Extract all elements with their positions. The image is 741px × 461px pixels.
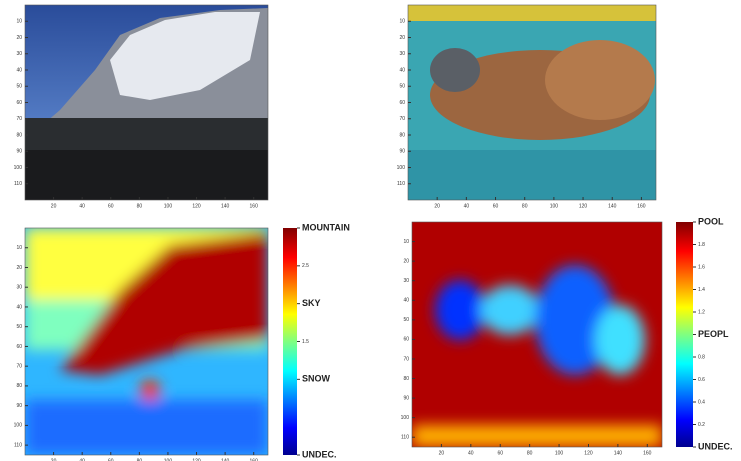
y-tick-label: 20 <box>399 35 405 41</box>
x-tick-label: 100 <box>550 203 559 209</box>
y-tick-label: 80 <box>16 383 22 389</box>
colorbar-label: 0.6 <box>698 377 705 383</box>
y-tick-label: 100 <box>14 165 23 171</box>
mountain-photo <box>25 5 268 200</box>
y-tick-label: 40 <box>16 304 22 310</box>
y-tick-label: 10 <box>399 19 405 25</box>
y-tick-label: 100 <box>397 165 406 171</box>
x-tick-label: 100 <box>555 450 564 456</box>
x-tick-label: 60 <box>108 203 114 209</box>
colorbar-label: MOUNTAIN <box>302 222 350 232</box>
x-tick-label: 100 <box>164 203 173 209</box>
colorbar-label: 0.8 <box>698 354 705 360</box>
colorbar-label: UNDEC. <box>698 441 733 451</box>
y-tick-label: 20 <box>16 35 22 41</box>
swimmer-photo <box>408 5 656 200</box>
y-tick-label: 50 <box>399 84 405 90</box>
colorbar-label: SKY <box>302 298 321 308</box>
y-tick-label: 50 <box>16 84 22 90</box>
colorbar-label: 0.2 <box>698 422 705 428</box>
y-tick-label: 10 <box>16 245 22 251</box>
x-tick-label: 80 <box>137 203 143 209</box>
y-tick-label: 10 <box>16 19 22 25</box>
y-tick-label: 80 <box>16 132 22 138</box>
y-tick-label: 90 <box>16 149 22 155</box>
y-tick-label: 90 <box>403 395 409 401</box>
y-tick-label: 40 <box>403 298 409 304</box>
y-tick-label: 30 <box>399 51 405 57</box>
y-tick-label: 60 <box>399 100 405 106</box>
x-tick-label: 20 <box>51 203 57 209</box>
x-tick-label: 120 <box>579 203 588 209</box>
colorbar <box>283 228 297 455</box>
y-tick-label: 10 <box>403 239 409 245</box>
x-tick-label: 80 <box>522 203 528 209</box>
x-tick-label: 60 <box>493 203 499 209</box>
colorbar-label: 1.2 <box>698 309 705 315</box>
colorbar-label: UNDEC. <box>302 449 337 459</box>
x-tick-label: 40 <box>464 203 470 209</box>
y-tick-label: 60 <box>403 337 409 343</box>
y-tick-label: 20 <box>403 258 409 264</box>
x-tick-label: 160 <box>250 203 259 209</box>
y-tick-label: 100 <box>401 415 410 421</box>
y-tick-label: 80 <box>399 132 405 138</box>
colorbar-label: 1.5 <box>302 339 309 345</box>
colorbar-label: POOL <box>698 216 724 226</box>
y-tick-label: 60 <box>16 344 22 350</box>
mountain-heatmap <box>25 228 268 455</box>
y-tick-label: 90 <box>16 403 22 409</box>
y-tick-label: 50 <box>403 317 409 323</box>
x-tick-label: 140 <box>614 450 623 456</box>
y-tick-label: 70 <box>16 116 22 122</box>
y-tick-label: 110 <box>401 435 409 441</box>
colorbar-label: 1.8 <box>698 242 705 248</box>
x-tick-label: 140 <box>608 203 617 209</box>
x-tick-label: 120 <box>192 203 201 209</box>
page: {"photos":[ {"xlim":[0,170],"ylim":[0,12… <box>0 0 741 461</box>
y-tick-label: 110 <box>397 181 405 187</box>
x-tick-label: 20 <box>439 450 445 456</box>
y-tick-label: 60 <box>16 100 22 106</box>
figure: 20 40 60 80 100 120 140 160 10 20 30 40 50 60 70 80 90 10… <box>0 0 741 461</box>
y-tick-label: 100 <box>14 423 23 429</box>
y-tick-label: 40 <box>399 67 405 73</box>
colorbar-label: 1.4 <box>698 287 705 293</box>
x-tick-label: 80 <box>527 450 533 456</box>
colorbar-label: 0.4 <box>698 399 705 405</box>
x-tick-label: 60 <box>497 450 503 456</box>
y-tick-label: 70 <box>16 364 22 370</box>
colorbar-label: PEOPL <box>698 329 729 339</box>
y-tick-label: 30 <box>16 285 22 291</box>
y-tick-label: 70 <box>403 356 409 362</box>
y-tick-label: 20 <box>16 265 22 271</box>
x-tick-label: 40 <box>468 450 474 456</box>
x-tick-label: 160 <box>637 203 646 209</box>
x-tick-label: 40 <box>79 203 85 209</box>
x-tick-label: 120 <box>584 450 593 456</box>
colorbar <box>676 222 693 447</box>
y-tick-label: 90 <box>399 149 405 155</box>
y-tick-label: 50 <box>16 324 22 330</box>
x-tick-label: 160 <box>643 450 652 456</box>
colorbar-label: 2.5 <box>302 263 309 269</box>
y-tick-label: 70 <box>399 116 405 122</box>
x-tick-label: 20 <box>434 203 440 209</box>
colorbar-label: SNOW <box>302 374 331 384</box>
y-tick-label: 40 <box>16 67 22 73</box>
y-tick-label: 110 <box>14 442 22 448</box>
y-tick-label: 110 <box>14 181 22 187</box>
y-tick-label: 30 <box>403 278 409 284</box>
colorbar-label: 1.6 <box>698 264 705 270</box>
pool-heatmap <box>412 222 662 447</box>
y-tick-label: 80 <box>403 376 409 382</box>
x-tick-label: 140 <box>221 203 230 209</box>
y-tick-label: 30 <box>16 51 22 57</box>
